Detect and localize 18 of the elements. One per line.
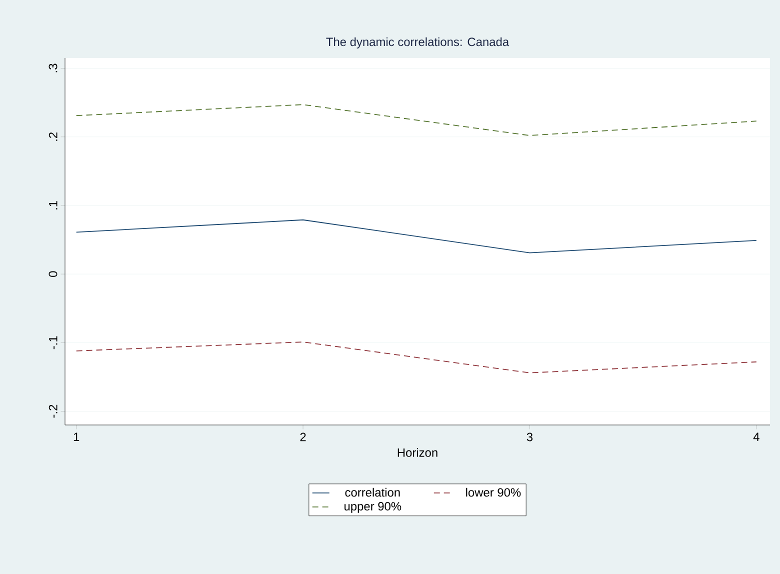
line-series xyxy=(76,219,757,254)
x-tick-label: 2 xyxy=(300,432,306,442)
line-series xyxy=(76,342,757,374)
y-tick-label: .2 xyxy=(48,132,58,141)
x-tick-label: 4 xyxy=(753,432,760,441)
chart-title: The dynamic correlations: Canada xyxy=(326,37,510,48)
legend-label: upper 90% xyxy=(344,502,402,513)
y-tick-label: .3 xyxy=(48,64,58,72)
x-tick-label: 1 xyxy=(74,432,80,441)
y-tick-label: .1 xyxy=(49,201,58,210)
legend-label: lower 90% xyxy=(466,488,521,497)
x-axis-title: Horizon xyxy=(398,448,438,457)
line-series xyxy=(76,104,757,136)
y-tick-label: -.2 xyxy=(48,404,58,418)
y-tick-label: 0 xyxy=(48,271,58,277)
y-tick-label: -.1 xyxy=(49,336,58,350)
x-tick-label: 3 xyxy=(526,432,533,442)
legend-label: correlation xyxy=(345,488,400,497)
